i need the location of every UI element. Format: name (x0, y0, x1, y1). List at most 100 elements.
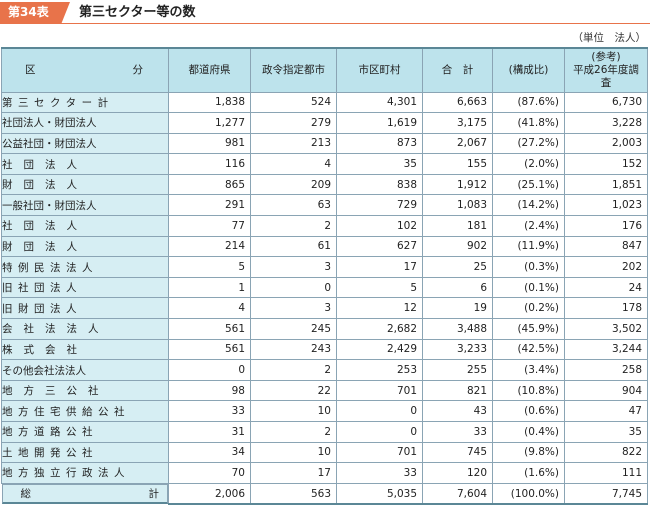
row-category-label: 社団法人 (1, 153, 169, 175)
cell-total: 33 (422, 421, 493, 443)
col-header-category: 区 分 (1, 47, 169, 93)
col-header-category-left: 区 (25, 63, 36, 76)
cell-municipality: 873 (336, 132, 423, 155)
table-row: 旧財団法人 4 3 12 19 (0.2%) 178 (1, 297, 648, 320)
cell-designated-city: 61 (250, 235, 337, 258)
cell-municipality: 35 (336, 153, 423, 175)
cell-designated-city: 3 (250, 256, 337, 278)
cell-municipality: 253 (336, 359, 423, 381)
cell-municipality: 5,035 (336, 482, 423, 506)
row-category-label: その他会社法法人 (1, 359, 169, 381)
cell-ratio: (1.6%) (492, 462, 565, 484)
cell-prefecture: 34 (168, 441, 251, 464)
cell-ratio: (10.8%) (492, 379, 565, 402)
cell-municipality: 5 (336, 276, 423, 299)
table-header-row: 区 分 都道府県 政令指定都市 市区町村 合 計 (構成比) (参考) 平成26… (1, 47, 648, 93)
row-category-label: 地方独立行政法人 (1, 462, 169, 484)
cell-designated-city: 213 (250, 132, 337, 155)
cell-designated-city: 2 (250, 215, 337, 237)
cell-municipality: 729 (336, 194, 423, 217)
cell-ratio: (2.4%) (492, 215, 565, 237)
cell-prefecture: 981 (168, 132, 251, 155)
cell-designated-city: 209 (250, 173, 337, 196)
table-row: 総計 2,006 563 5,035 7,604 (100.0%) 7,745 (1, 482, 648, 506)
cell-ratio: (11.9%) (492, 235, 565, 258)
cell-ratio: (25.1%) (492, 173, 565, 196)
cell-designated-city: 2 (250, 359, 337, 381)
cell-municipality: 838 (336, 173, 423, 196)
cell-designated-city: 524 (250, 91, 337, 114)
table-row: 特例民法法人 5 3 17 25 (0.3%) 202 (1, 256, 648, 278)
cell-total: 155 (422, 153, 493, 175)
cell-reference: 2,003 (564, 132, 648, 155)
cell-ratio: (0.2%) (492, 297, 565, 320)
title-bar: 第34表 第三セクター等の数 (0, 0, 650, 24)
cell-reference: 3,244 (564, 338, 648, 361)
cell-prefecture: 116 (168, 153, 251, 175)
cell-designated-city: 245 (250, 318, 337, 340)
cell-total: 43 (422, 400, 493, 422)
row-category-label: 地方住宅供給公社 (1, 400, 169, 422)
cell-ratio: (45.9%) (492, 318, 565, 340)
cell-prefecture: 70 (168, 462, 251, 484)
cell-reference: 258 (564, 359, 648, 381)
cell-prefecture: 31 (168, 421, 251, 443)
row-category-label: 特例民法法人 (1, 256, 169, 278)
cell-ratio: (87.6%) (492, 91, 565, 114)
cell-reference: 847 (564, 235, 648, 258)
col-header-municipality: 市区町村 (336, 47, 423, 93)
cell-ratio: (27.2%) (492, 132, 565, 155)
row-category-label: 旧財団法人 (1, 297, 169, 320)
table-row: 会社法法人 561 245 2,682 3,488 (45.9%) 3,502 (1, 318, 648, 340)
cell-ratio: (42.5%) (492, 338, 565, 361)
cell-reference: 904 (564, 379, 648, 402)
table-row: 土地開発公社 34 10 701 745 (9.8%) 822 (1, 441, 648, 464)
unit-label: （単位 法人） (572, 32, 647, 44)
cell-prefecture: 291 (168, 194, 251, 217)
row-category-label: 一般社団・財団法人 (1, 194, 169, 217)
cell-prefecture: 98 (168, 379, 251, 402)
row-category-label: 地方道路公社 (1, 421, 169, 443)
cell-reference: 7,745 (564, 482, 648, 506)
table-row: その他会社法法人 0 2 253 255 (3.4%) 258 (1, 359, 648, 381)
col-header-reference: (参考) 平成26年度調査 (564, 47, 648, 93)
row-category-label: 会社法法人 (1, 318, 169, 340)
cell-municipality: 33 (336, 462, 423, 484)
cell-prefecture: 5 (168, 256, 251, 278)
col-header-category-right: 分 (132, 63, 144, 76)
cell-municipality: 701 (336, 441, 423, 464)
cell-total: 120 (422, 462, 493, 484)
cell-municipality: 2,682 (336, 318, 423, 340)
table-row: 地方道路公社 31 2 0 33 (0.4%) 35 (1, 421, 648, 443)
cell-reference: 202 (564, 256, 648, 278)
cell-reference: 176 (564, 215, 648, 237)
cell-municipality: 1,619 (336, 112, 423, 134)
cell-prefecture: 1,277 (168, 112, 251, 134)
cell-total: 3,233 (422, 338, 493, 361)
cell-prefecture: 2,006 (168, 482, 251, 506)
cell-total: 181 (422, 215, 493, 237)
row-category-label: 土地開発公社 (1, 441, 169, 464)
cell-reference: 6,730 (564, 91, 648, 114)
cell-ratio: (41.8%) (492, 112, 565, 134)
cell-municipality: 627 (336, 235, 423, 258)
col-header-reference-line2: 平成26年度調査 (573, 63, 639, 89)
cell-municipality: 102 (336, 215, 423, 237)
cell-prefecture: 0 (168, 359, 251, 381)
row-category-label: 社団法人 (1, 215, 169, 237)
cell-designated-city: 0 (250, 276, 337, 299)
row-category-label: 公益社団・財団法人 (1, 132, 169, 155)
cell-total: 6,663 (422, 91, 493, 114)
table-row: 地方三公社 98 22 701 821 (10.8%) 904 (1, 379, 648, 402)
row-category-label: 旧社団法人 (1, 276, 169, 299)
cell-total: 3,175 (422, 112, 493, 134)
cell-municipality: 17 (336, 256, 423, 278)
col-header-reference-line1: (参考) (591, 50, 621, 63)
cell-total: 7,604 (422, 482, 493, 506)
cell-prefecture: 1 (168, 276, 251, 299)
cell-reference: 3,228 (564, 112, 648, 134)
table-row: 社団法人 77 2 102 181 (2.4%) 176 (1, 215, 648, 237)
cell-prefecture: 77 (168, 215, 251, 237)
table-row: 地方住宅供給公社 33 10 0 43 (0.6%) 47 (1, 400, 648, 422)
table-row: 第三セクター計 1,838 524 4,301 6,663 (87.6%) 6,730 (1, 91, 648, 114)
